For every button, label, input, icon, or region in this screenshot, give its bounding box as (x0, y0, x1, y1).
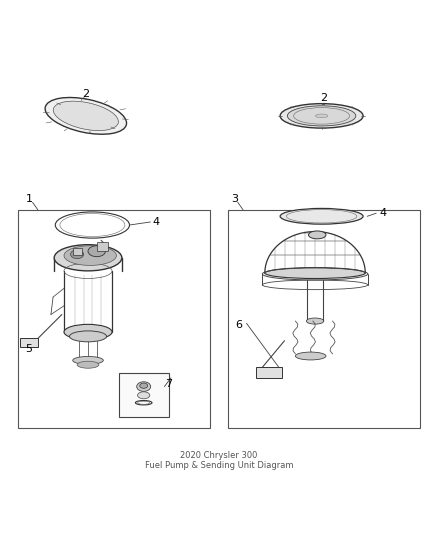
Text: 3: 3 (231, 194, 238, 204)
Ellipse shape (140, 383, 148, 389)
Ellipse shape (295, 352, 326, 360)
Ellipse shape (306, 318, 324, 324)
Ellipse shape (53, 101, 118, 131)
Bar (73, 248, 82, 255)
Text: 1: 1 (25, 194, 32, 204)
Ellipse shape (54, 245, 122, 271)
Ellipse shape (308, 231, 326, 239)
Text: 6: 6 (235, 320, 242, 330)
Bar (97, 243, 108, 251)
Ellipse shape (137, 382, 151, 391)
Text: 2: 2 (320, 93, 327, 103)
Ellipse shape (280, 103, 363, 128)
Ellipse shape (77, 361, 99, 368)
Ellipse shape (280, 208, 363, 224)
Ellipse shape (88, 246, 106, 257)
Ellipse shape (73, 357, 103, 364)
Bar (119, 374, 169, 417)
Ellipse shape (315, 114, 328, 118)
Text: 2020 Chrysler 300
Fuel Pump & Sending Unit Diagram: 2020 Chrysler 300 Fuel Pump & Sending Un… (145, 451, 293, 471)
Bar (256, 367, 283, 378)
Ellipse shape (265, 268, 365, 279)
Text: 7: 7 (165, 379, 172, 390)
Text: 4: 4 (152, 217, 159, 227)
Text: 4: 4 (379, 208, 386, 218)
Text: 2: 2 (82, 89, 89, 99)
Bar (20, 338, 38, 348)
Ellipse shape (287, 106, 356, 126)
Ellipse shape (71, 250, 84, 259)
Ellipse shape (70, 331, 106, 342)
Text: 5: 5 (25, 344, 32, 354)
Bar (18, 210, 210, 428)
Ellipse shape (138, 392, 150, 399)
Ellipse shape (64, 246, 117, 265)
Ellipse shape (45, 98, 127, 134)
Ellipse shape (64, 325, 112, 340)
Bar (228, 210, 420, 428)
